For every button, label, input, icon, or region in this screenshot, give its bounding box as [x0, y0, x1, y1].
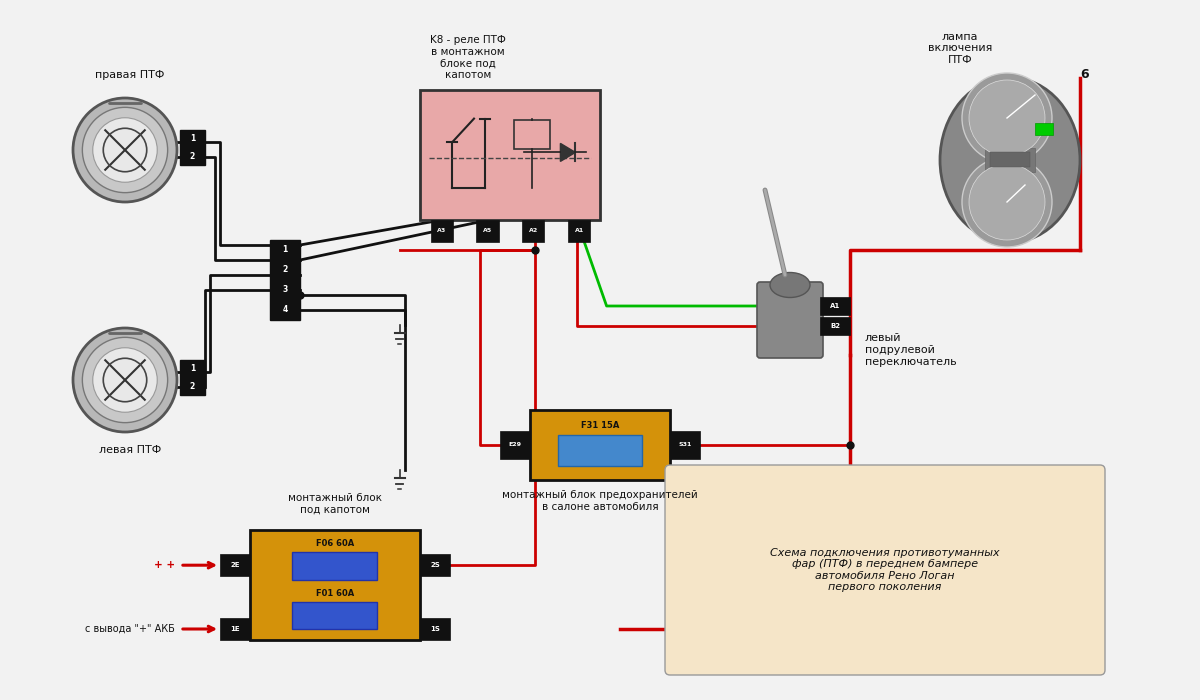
- Circle shape: [73, 98, 176, 202]
- Text: 2E: 2E: [230, 562, 240, 568]
- Text: + +: + +: [154, 560, 175, 570]
- Bar: [514, 120, 550, 148]
- Bar: [220, 554, 250, 576]
- Text: левая ПТФ: левая ПТФ: [98, 445, 161, 455]
- Text: 3: 3: [282, 286, 288, 295]
- Text: A2: A2: [529, 228, 538, 234]
- Text: 1: 1: [190, 364, 196, 373]
- Text: A1: A1: [830, 303, 840, 309]
- Bar: [420, 554, 450, 576]
- Text: 2: 2: [190, 152, 196, 161]
- Text: монтажный блок предохранителей
в салоне автомобиля: монтажный блок предохранителей в салоне …: [502, 490, 698, 512]
- Text: S31: S31: [678, 442, 691, 447]
- Bar: [250, 530, 420, 640]
- FancyBboxPatch shape: [665, 465, 1105, 675]
- Text: F01 60A: F01 60A: [316, 589, 354, 598]
- Text: правая ПТФ: правая ПТФ: [95, 70, 164, 80]
- Text: 1S: 1S: [430, 626, 440, 632]
- Text: B2: B2: [830, 323, 840, 329]
- Text: F31 15A: F31 15A: [581, 421, 619, 430]
- Bar: [420, 618, 450, 640]
- Ellipse shape: [940, 78, 1080, 242]
- Circle shape: [970, 164, 1045, 240]
- Bar: [558, 435, 642, 466]
- Circle shape: [83, 337, 168, 423]
- Text: A5: A5: [482, 228, 492, 234]
- Circle shape: [92, 348, 157, 412]
- Bar: [270, 240, 300, 320]
- Text: 1: 1: [190, 134, 196, 144]
- Text: 2: 2: [282, 265, 288, 274]
- Bar: [420, 90, 600, 220]
- Bar: [530, 410, 670, 480]
- Circle shape: [962, 157, 1052, 247]
- Bar: [985, 148, 1034, 172]
- Text: 1E: 1E: [230, 626, 240, 632]
- Circle shape: [92, 118, 157, 182]
- Bar: [569, 220, 590, 242]
- Circle shape: [962, 73, 1052, 163]
- Text: A1: A1: [575, 228, 584, 234]
- Text: 1: 1: [282, 246, 288, 255]
- Circle shape: [73, 328, 176, 432]
- Text: E29: E29: [509, 442, 522, 447]
- Circle shape: [83, 107, 168, 192]
- Bar: [293, 601, 378, 629]
- FancyBboxPatch shape: [757, 282, 823, 358]
- Bar: [500, 431, 530, 459]
- Text: 2: 2: [190, 382, 196, 391]
- Bar: [670, 431, 700, 459]
- Bar: [431, 220, 452, 242]
- Polygon shape: [560, 144, 576, 162]
- Text: 6: 6: [1081, 69, 1090, 81]
- Text: лампа
включения
ПТФ: лампа включения ПТФ: [928, 32, 992, 65]
- Bar: [220, 618, 250, 640]
- Bar: [820, 297, 850, 315]
- Bar: [476, 220, 498, 242]
- Ellipse shape: [770, 272, 810, 298]
- Text: 2S: 2S: [430, 562, 440, 568]
- Bar: [820, 317, 850, 335]
- Text: левый
подрулевой
переключатель: левый подрулевой переключатель: [865, 333, 956, 367]
- Text: Схема подключения противотуманных
фар (ПТФ) в переднем бампере
автомобиля Рено Л: Схема подключения противотуманных фар (П…: [770, 547, 1000, 592]
- Bar: [180, 130, 205, 165]
- Circle shape: [970, 80, 1045, 156]
- Bar: [180, 360, 205, 395]
- Text: с вывода "+" АКБ: с вывода "+" АКБ: [85, 624, 175, 634]
- Text: F06 60A: F06 60A: [316, 539, 354, 547]
- Text: A3: A3: [437, 228, 446, 234]
- Text: K8 - реле ПТФ
в монтажном
блоке под
капотом: K8 - реле ПТФ в монтажном блоке под капо…: [430, 35, 506, 80]
- Bar: [522, 220, 545, 242]
- Bar: [293, 552, 378, 580]
- Bar: [990, 152, 1030, 167]
- Text: 4: 4: [282, 305, 288, 314]
- Bar: [1034, 123, 1054, 135]
- Text: монтажный блок
под капотом: монтажный блок под капотом: [288, 494, 382, 515]
